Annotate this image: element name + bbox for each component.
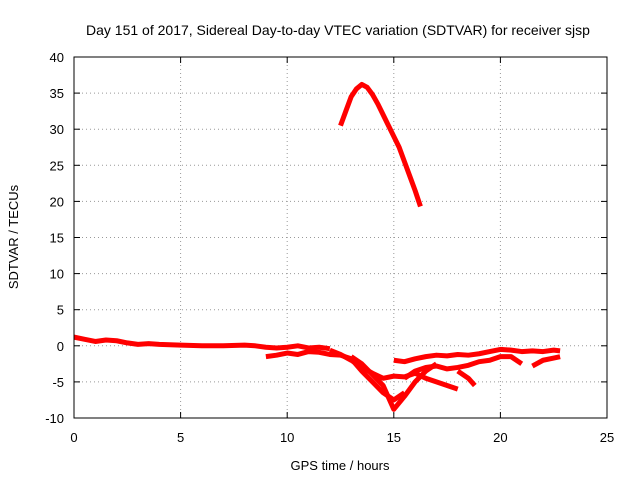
y-tick-label: -10 bbox=[45, 411, 64, 426]
y-tick-label: 35 bbox=[50, 86, 64, 101]
x-tick-label: 25 bbox=[600, 430, 614, 445]
series-line-arc-high bbox=[338, 81, 423, 208]
y-tick-label: 20 bbox=[50, 194, 64, 209]
grid-lines bbox=[74, 57, 607, 418]
y-tick-label: 10 bbox=[50, 267, 64, 282]
x-tick-label: 10 bbox=[280, 430, 294, 445]
y-tick-label: 15 bbox=[50, 231, 64, 246]
series-line-arc-night-b bbox=[328, 347, 459, 392]
axis-ticks: 0 5 10 15 20 25 -10 -5 0 5 10 15 20 25 30 35 40 bbox=[45, 50, 614, 445]
plot-frame bbox=[73, 56, 608, 419]
x-axis-label: GPS time / hours bbox=[291, 458, 390, 473]
series-line-arc-night-d bbox=[393, 346, 561, 365]
y-tick-label: 30 bbox=[50, 122, 64, 137]
series-line-arc-main-low bbox=[73, 334, 331, 352]
y-tick-label: -5 bbox=[52, 375, 64, 390]
y-tick-label: 5 bbox=[57, 303, 64, 318]
y-tick-label: 25 bbox=[50, 158, 64, 173]
y-tick-label: 0 bbox=[57, 339, 64, 354]
series-line-arc-night-f bbox=[456, 369, 477, 388]
x-tick-label: 20 bbox=[493, 430, 507, 445]
x-tick-label: 0 bbox=[70, 430, 77, 445]
series-line-arc-night-c bbox=[349, 354, 438, 412]
series-line-arc-night-e bbox=[403, 354, 524, 381]
x-tick-label: 15 bbox=[387, 430, 401, 445]
x-tick-label: 5 bbox=[177, 430, 184, 445]
y-axis-label: SDTVAR / TECUs bbox=[6, 184, 21, 289]
series-layer bbox=[73, 81, 561, 412]
chart-title: Day 151 of 2017, Sidereal Day-to-day VTE… bbox=[86, 22, 590, 38]
y-tick-label: 40 bbox=[50, 50, 64, 65]
series-line-arc-night-g bbox=[531, 354, 561, 369]
